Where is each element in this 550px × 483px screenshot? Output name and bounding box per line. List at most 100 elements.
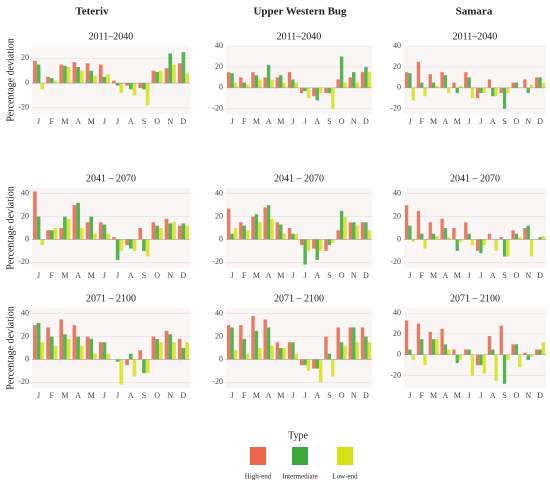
bar (158, 228, 163, 240)
x-tick-label: O (154, 117, 160, 126)
bar (423, 87, 427, 97)
legend-swatch (292, 447, 308, 465)
x-tick-label: A (266, 391, 272, 400)
x-tick-label: J (231, 391, 234, 400)
bar (102, 224, 107, 240)
bar (518, 237, 522, 240)
bar (138, 350, 143, 360)
bar (181, 223, 186, 240)
x-tick-label: J (116, 391, 119, 400)
bar (408, 225, 412, 240)
x-tick-label: F (50, 391, 55, 400)
bar (185, 225, 189, 240)
bar (431, 82, 436, 88)
y-tick-label: -20 (18, 377, 29, 386)
bar (315, 239, 319, 260)
bar (242, 82, 246, 88)
bar (541, 82, 546, 88)
bar (230, 73, 234, 88)
bar (435, 85, 439, 88)
x-tick-label: M (430, 391, 437, 400)
plot-background (32, 46, 190, 114)
bar (46, 76, 50, 84)
x-tick-label: J (304, 391, 307, 400)
panel-title: 2041 – 2070 (86, 173, 136, 184)
x-tick-label: O (514, 391, 520, 400)
bar (428, 74, 432, 88)
bar (287, 342, 292, 360)
x-tick-label: F (242, 391, 247, 400)
bar (185, 342, 189, 360)
x-tick-label: O (339, 391, 345, 400)
bar (327, 239, 332, 246)
bar (464, 222, 468, 240)
bar (294, 353, 299, 360)
bar (324, 336, 328, 360)
x-tick-label: D (363, 117, 369, 126)
bar (242, 338, 246, 360)
bar (251, 316, 255, 360)
bar (155, 71, 159, 84)
bar (287, 72, 292, 88)
x-tick-label: N (525, 271, 531, 280)
bar (282, 348, 286, 360)
y-tick-label: -20 (390, 370, 401, 379)
bar (455, 239, 459, 251)
y-tick-label: 40 (393, 189, 401, 198)
bar (128, 353, 133, 360)
bar (76, 336, 80, 360)
y-tick-label: 0 (397, 350, 401, 359)
panel-title: 2071 – 2100 (274, 293, 324, 304)
x-tick-label: J (468, 117, 471, 126)
bar (440, 218, 444, 240)
bar (33, 60, 37, 84)
bar (541, 342, 546, 355)
bar (526, 87, 530, 94)
y-tick-label: -20 (390, 104, 401, 113)
x-tick-label: A (490, 117, 496, 126)
bar (266, 205, 271, 240)
y-tick-label: 0 (219, 83, 223, 92)
bar (355, 82, 359, 88)
panel: 2071 – 2100 Percentage deviation -20 0 20 40 J… (5, 293, 190, 400)
bar (254, 330, 259, 360)
bar (416, 323, 421, 355)
bar (511, 82, 515, 88)
bar (33, 191, 37, 240)
bar (514, 344, 519, 355)
x-tick-label: J (37, 391, 40, 400)
bar (408, 349, 412, 355)
bar (360, 327, 365, 360)
bar (315, 359, 319, 369)
x-tick-label: N (525, 391, 531, 400)
bar (46, 327, 50, 360)
bar (164, 68, 169, 84)
bar (291, 342, 295, 360)
bar (251, 72, 255, 88)
legend-label: High-end (245, 473, 272, 481)
bar (115, 239, 120, 260)
bar (494, 354, 498, 381)
bar (79, 70, 84, 84)
legend-label: Low-end (332, 473, 358, 481)
bar (138, 83, 143, 89)
x-tick-label: J (231, 117, 234, 126)
bar (168, 223, 173, 240)
bar (315, 87, 319, 101)
bar (518, 354, 522, 368)
bar (142, 359, 146, 374)
y-tick-label: -20 (212, 257, 223, 266)
bar (499, 325, 503, 355)
bar (142, 239, 146, 251)
bar (331, 87, 335, 109)
bar (538, 349, 542, 355)
bar (458, 85, 463, 88)
bar (158, 70, 163, 84)
bar (76, 67, 80, 84)
x-tick-label: M (88, 271, 95, 280)
x-tick-label: M (61, 271, 68, 280)
bar (364, 222, 368, 240)
x-tick-label: J (37, 117, 40, 126)
bar (523, 79, 527, 88)
